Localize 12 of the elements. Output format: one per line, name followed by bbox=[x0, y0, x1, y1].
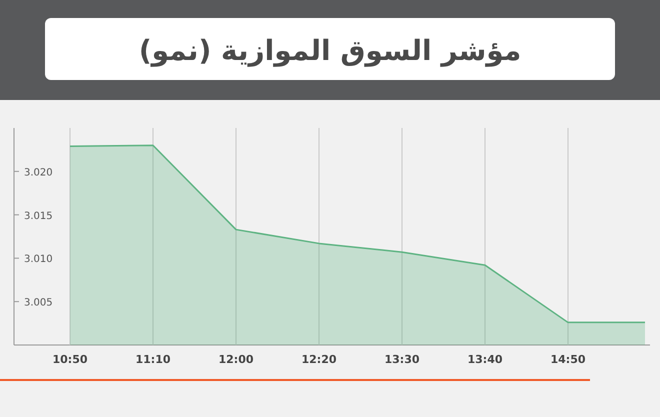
y-tick-label: 3.010 bbox=[24, 254, 53, 266]
y-tick-label: 3.020 bbox=[24, 167, 53, 178]
x-tick-label: 12:00 bbox=[218, 353, 254, 366]
x-tick-label: 11:10 bbox=[135, 353, 171, 366]
x-tick-label: 14:50 bbox=[550, 353, 586, 366]
x-tick-label: 13:30 bbox=[384, 353, 420, 366]
x-tick-label: 13:40 bbox=[467, 353, 503, 366]
x-tick-label: 10:50 bbox=[52, 353, 88, 366]
y-tick-label: 3.015 bbox=[24, 210, 53, 222]
chart-title: مؤشر السوق الموازية (نمو) bbox=[138, 34, 522, 67]
y-tick-label: 3.005 bbox=[24, 298, 53, 309]
x-tick-label: 12:20 bbox=[301, 353, 337, 366]
